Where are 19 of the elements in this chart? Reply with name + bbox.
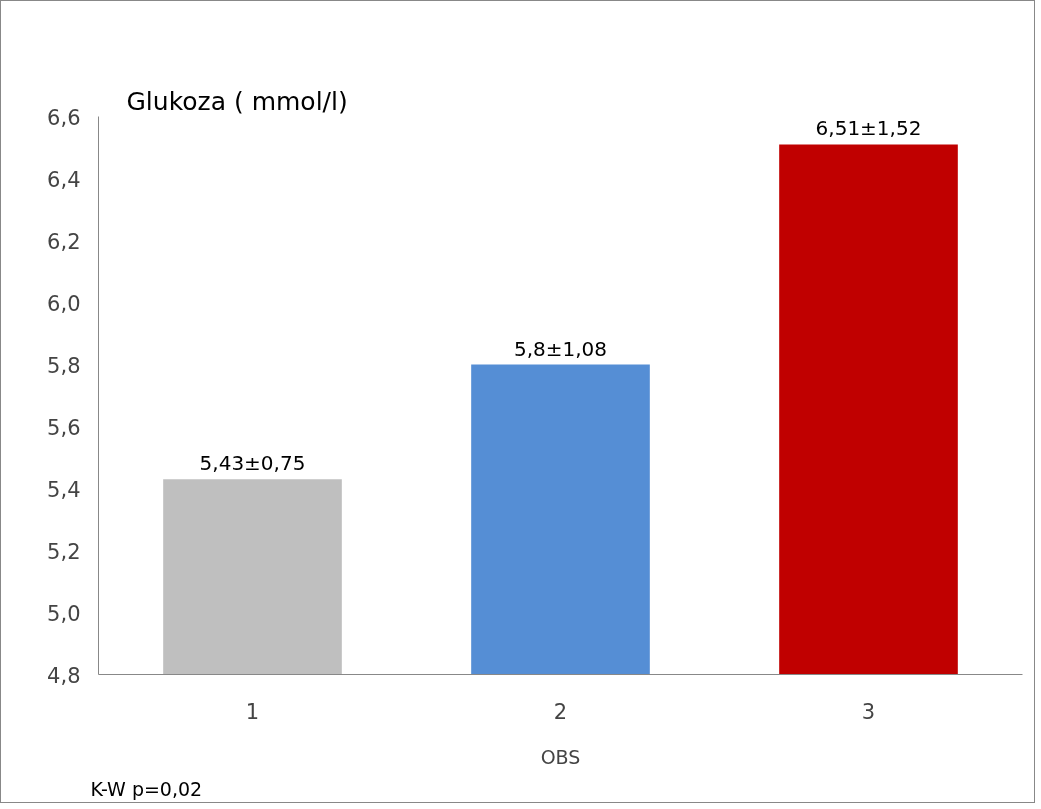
x-tick-label: 2 bbox=[553, 699, 568, 724]
x-axis-title: OBS bbox=[540, 745, 581, 768]
data-label: 6,51±1,52 bbox=[815, 116, 922, 141]
y-tick-label: 4,8 bbox=[47, 663, 81, 688]
y-tick-label: 6,0 bbox=[47, 291, 81, 316]
data-label: 5,8±1,08 bbox=[513, 336, 608, 361]
data-label: 5,43±0,75 bbox=[199, 451, 306, 476]
x-tick-label: 3 bbox=[861, 699, 876, 724]
y-tick-label: 5,4 bbox=[47, 477, 81, 502]
y-tick-label: 5,0 bbox=[47, 601, 81, 626]
y-tick-label: 5,2 bbox=[47, 539, 81, 564]
y-tick-label: 5,8 bbox=[47, 353, 81, 378]
y-tick-label: 6,6 bbox=[47, 105, 81, 130]
y-tick-label: 6,2 bbox=[47, 229, 81, 254]
y-tick-label: 6,4 bbox=[47, 167, 81, 192]
x-tick-label: 1 bbox=[245, 699, 260, 724]
text: K-W p=0,02 bbox=[90, 777, 203, 800]
y-tick-label: 5,6 bbox=[47, 415, 81, 440]
y-axis-title: Glukoza ( mmol/l) bbox=[126, 86, 348, 116]
